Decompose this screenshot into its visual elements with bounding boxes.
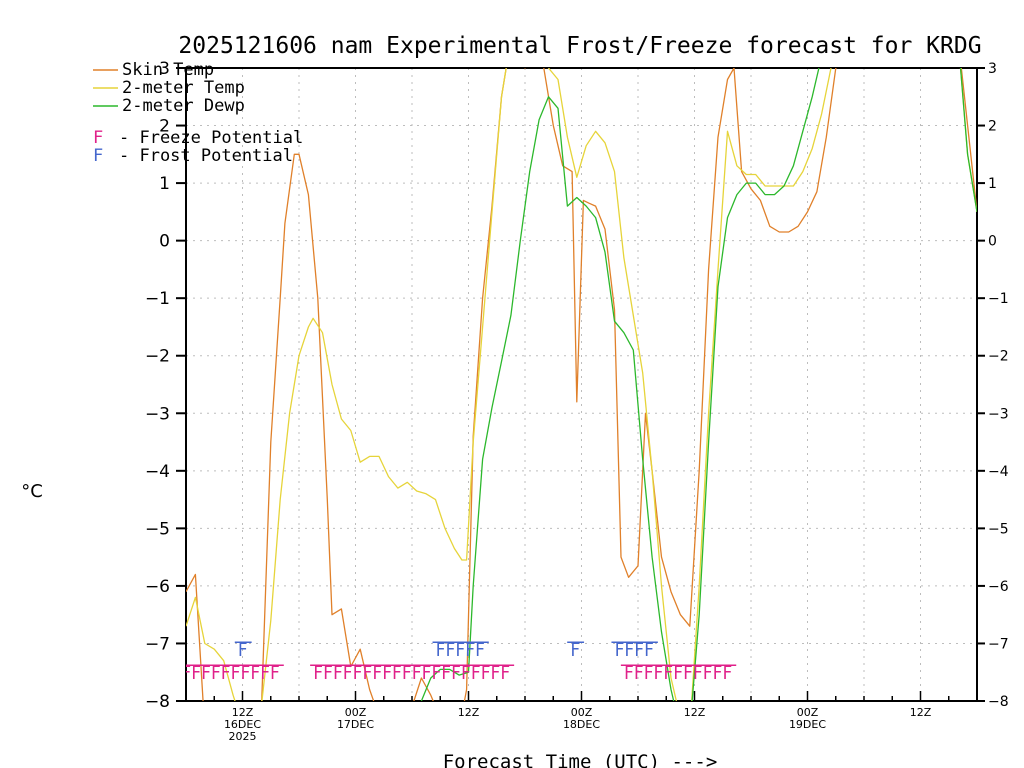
y-tick-label-right: −5 [988,521,1009,537]
chart-title: 2025121606 nam Experimental Frost/Freeze… [178,33,981,59]
y-tick-label-right: 3 [988,61,997,77]
x-tick-label: 19DEC [789,718,826,731]
x-tick-label: 12Z [458,706,480,719]
x-tick-label: 00Z [345,706,367,719]
legend-label: Skin Temp [122,60,214,80]
y-tick-label-right: −1 [988,291,1009,307]
legend-label: 2-meter Temp [122,78,245,98]
x-axis-label: Forecast Time (UTC) ---> [443,751,718,768]
x-tick-label: 16DEC [224,718,261,731]
series-line-2-meter-dewp [420,68,977,701]
y-tick-label-right: −7 [988,636,1009,652]
x-tick-label: 00Z [797,706,819,719]
y-tick-label-right: 2 [988,119,997,135]
y-axis-left: −8 −7 −6 −5 −4 −3 −2 −1 0 1 2 3 [145,59,186,712]
x-tick-label: 2025 [229,730,257,743]
y-tick-label: −5 [145,519,170,539]
y-tick-label: 2 [159,117,170,137]
y-tick-label: −8 [145,692,170,712]
y-axis-label: °C [21,481,43,502]
x-tick-label: 18DEC [563,718,600,731]
potential-legend: F - Freeze Potential F - Frost Potential [93,128,303,166]
potential-legend-label: - Freeze Potential [119,128,303,148]
frost-potential-flags: F [570,639,580,661]
potential-legend-letter: F [93,128,103,148]
freeze-potential-flags: FFFFFFFFFF [181,662,280,684]
legend-label: 2-meter Dewp [122,96,245,116]
y-tick-label: −2 [145,347,170,367]
frost-potential-flags: FFFF [614,639,653,661]
y-tick-label-right: 1 [988,176,997,192]
y-tick-label: −1 [145,289,170,309]
freeze-potential-flags: FFFFFFFFFFFFFFFFFFFF [313,662,510,684]
y-tick-label: −7 [145,634,170,654]
frost-potential-flags: FFFFF [436,639,485,661]
y-tick-label: −4 [145,462,170,482]
series-line-skin-temp [186,68,977,701]
x-tick-label: 00Z [571,706,593,719]
y-tick-label: 3 [159,59,170,79]
x-tick-label: 17DEC [337,718,374,731]
potential-flags: F FFFFF F FFFFFFFFFFFFFF FFFFFFFFFFFFFFFFFFF… [181,639,737,684]
y-axis-right: −8 −7 −6 −5 −4 −3 −2 −1 0 1 2 3 [977,61,1009,710]
x-tick-label: 12Z [684,706,706,719]
y-tick-label-right: −2 [988,349,1009,365]
y-tick-label-right: 0 [988,234,997,250]
series-line-2-meter-temp [186,68,977,701]
x-tick-label: 12Z [232,706,254,719]
potential-legend-label: - Frost Potential [119,146,293,166]
chart-grid [186,68,977,701]
y-tick-label: −6 [145,577,170,597]
y-tick-label-right: −4 [988,464,1009,480]
y-tick-label-right: −3 [988,406,1009,422]
y-tick-label-right: −8 [988,694,1009,710]
freeze-potential-flags: FFFFFFFFFFF [624,662,732,684]
series-lines [186,68,977,701]
y-tick-label-right: −6 [988,579,1009,595]
frost-potential-flags: F [238,639,248,661]
y-tick-label: −3 [145,404,170,424]
potential-legend-letter: F [93,146,103,166]
y-tick-label: 1 [159,174,170,194]
y-tick-label: 0 [159,232,170,252]
x-tick-label: 12Z [910,706,932,719]
